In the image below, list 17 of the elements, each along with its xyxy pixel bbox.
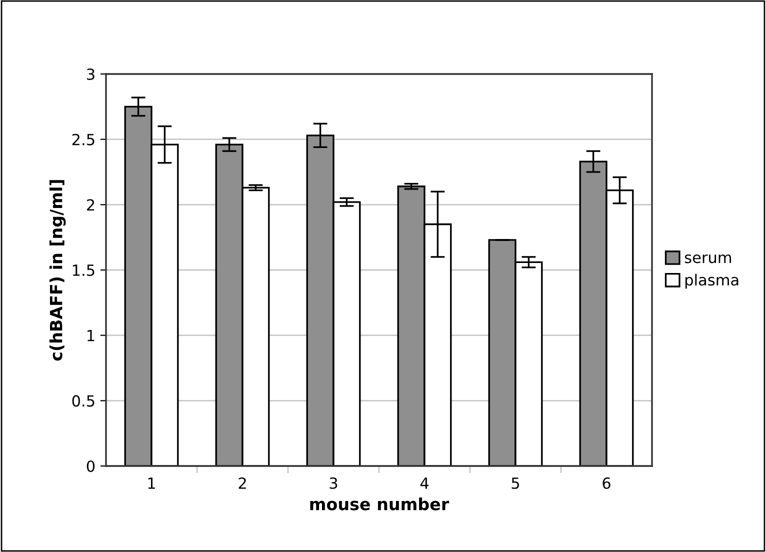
legend-label: serum (684, 254, 731, 264)
y-tick-label: 0.5 (72, 395, 94, 407)
y-tick-label: 2 (86, 199, 94, 210)
y-tick-label: 2.5 (72, 134, 94, 146)
y-tick-label: 1.5 (72, 264, 94, 276)
y-axis-title: c(hBAFF) in [ng/ml] (49, 180, 66, 361)
x-axis-title: mouse number (310, 497, 450, 510)
legend-label: plasma (685, 274, 738, 289)
y-tick-label: 1 (88, 330, 94, 342)
x-tick-label: 6 (602, 477, 610, 489)
x-tick-label: 4 (420, 478, 429, 489)
x-tick-label: 2 (238, 477, 246, 489)
y-tick-label: 3 (87, 68, 94, 80)
y-tick-label: 0 (86, 460, 95, 472)
x-tick-label: 3 (330, 477, 338, 489)
x-tick-label: 5 (512, 478, 520, 489)
x-tick-label: 1 (148, 478, 155, 489)
